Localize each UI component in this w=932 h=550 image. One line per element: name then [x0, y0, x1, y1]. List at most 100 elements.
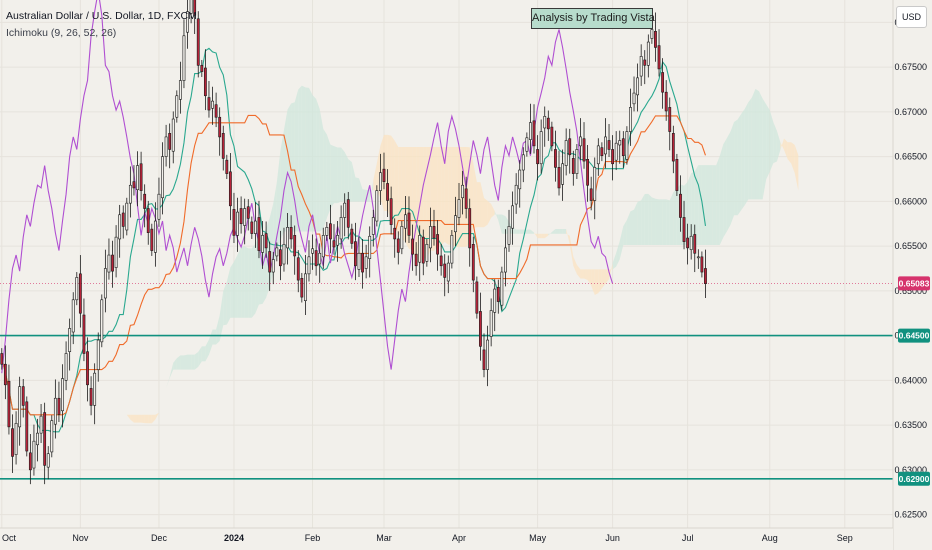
candle-body[interactable]	[475, 281, 479, 314]
candle-body[interactable]	[496, 286, 500, 302]
candle-body[interactable]	[507, 226, 511, 245]
candle-body[interactable]	[25, 401, 29, 452]
candle-body[interactable]	[361, 252, 364, 273]
candle-body[interactable]	[511, 205, 514, 229]
candle-body[interactable]	[586, 158, 590, 186]
candle-body[interactable]	[661, 72, 665, 93]
candle-body[interactable]	[175, 95, 179, 118]
candle-body[interactable]	[482, 349, 486, 370]
candle-body[interactable]	[468, 208, 472, 249]
candle-body[interactable]	[454, 215, 457, 233]
candle-body[interactable]	[689, 235, 693, 250]
candle-body[interactable]	[189, 0, 193, 14]
candle-body[interactable]	[429, 226, 432, 249]
candle-body[interactable]	[100, 299, 104, 343]
candle-body[interactable]	[214, 104, 218, 118]
candle-body[interactable]	[232, 209, 236, 236]
candle-body[interactable]	[593, 167, 597, 201]
candle-body[interactable]	[114, 236, 118, 268]
candle-body[interactable]	[479, 311, 482, 347]
candle-body[interactable]	[243, 208, 247, 226]
candle-body[interactable]	[139, 163, 143, 191]
candle-body[interactable]	[589, 188, 593, 201]
currency-button[interactable]: USD	[896, 6, 927, 28]
candle-body[interactable]	[339, 217, 343, 240]
candle-body[interactable]	[368, 235, 372, 259]
candle-body[interactable]	[664, 91, 668, 112]
candle-body[interactable]	[446, 262, 450, 282]
candle-body[interactable]	[28, 452, 32, 471]
candle-body[interactable]	[182, 35, 186, 81]
candle-body[interactable]	[561, 163, 564, 185]
candle-body[interactable]	[268, 251, 272, 273]
price-axis-panel[interactable]	[893, 0, 932, 550]
candle-body[interactable]	[682, 217, 686, 242]
candle-body[interactable]	[575, 149, 579, 174]
candle-body[interactable]	[171, 118, 175, 152]
candle-body[interactable]	[389, 198, 393, 225]
candle-body[interactable]	[89, 388, 93, 406]
candle-body[interactable]	[354, 241, 357, 267]
candle-body[interactable]	[650, 29, 654, 39]
candle-body[interactable]	[414, 253, 418, 267]
candle-body[interactable]	[464, 188, 468, 209]
candle-body[interactable]	[654, 31, 657, 48]
candle-body[interactable]	[211, 100, 214, 109]
candle-body[interactable]	[61, 378, 64, 412]
candle-body[interactable]	[646, 41, 650, 66]
candle-body[interactable]	[693, 234, 697, 254]
candle-body[interactable]	[596, 145, 600, 165]
candle-body[interactable]	[436, 234, 439, 255]
candle-body[interactable]	[532, 120, 536, 147]
candle-body[interactable]	[253, 220, 257, 234]
candle-body[interactable]	[336, 235, 339, 246]
candle-body[interactable]	[32, 440, 36, 469]
candle-body[interactable]	[357, 252, 361, 270]
candle-body[interactable]	[14, 422, 18, 455]
candle-body[interactable]	[546, 117, 550, 130]
candle-body[interactable]	[639, 56, 643, 77]
candle-body[interactable]	[582, 138, 586, 162]
candle-body[interactable]	[343, 202, 347, 218]
candle-body[interactable]	[286, 227, 289, 249]
candle-body[interactable]	[696, 256, 700, 259]
candle-body[interactable]	[300, 278, 304, 298]
candle-body[interactable]	[518, 169, 522, 190]
candle-body[interactable]	[418, 235, 422, 263]
candle-body[interactable]	[379, 172, 382, 191]
candle-body[interactable]	[161, 156, 164, 199]
candle-body[interactable]	[278, 249, 282, 267]
candle-body[interactable]	[207, 97, 211, 111]
candle-body[interactable]	[218, 116, 222, 138]
candle-body[interactable]	[250, 221, 254, 234]
candle-body[interactable]	[18, 386, 22, 428]
candle-body[interactable]	[121, 212, 125, 227]
candle-body[interactable]	[200, 65, 204, 72]
candle-body[interactable]	[75, 277, 79, 301]
candle-body[interactable]	[132, 181, 136, 189]
candle-body[interactable]	[571, 158, 575, 174]
candle-body[interactable]	[236, 211, 239, 236]
candle-body[interactable]	[303, 273, 307, 301]
candle-body[interactable]	[111, 254, 114, 272]
candle-body[interactable]	[221, 133, 225, 159]
candle-body[interactable]	[314, 250, 318, 267]
candle-body[interactable]	[421, 236, 425, 264]
candle-body[interactable]	[557, 167, 561, 189]
candle-body[interactable]	[118, 214, 122, 240]
candle-body[interactable]	[568, 138, 572, 156]
candle-body[interactable]	[264, 233, 268, 249]
candle-body[interactable]	[36, 432, 39, 446]
candle-body[interactable]	[82, 314, 86, 354]
candle-body[interactable]	[39, 415, 43, 434]
candle-body[interactable]	[321, 235, 325, 258]
candle-body[interactable]	[396, 238, 400, 253]
candle-body[interactable]	[607, 140, 611, 150]
candle-body[interactable]	[543, 116, 547, 129]
candle-body[interactable]	[50, 420, 54, 453]
candle-body[interactable]	[386, 183, 389, 201]
candle-body[interactable]	[246, 206, 250, 219]
candle-body[interactable]	[282, 244, 286, 265]
candle-body[interactable]	[228, 171, 232, 207]
candle-body[interactable]	[404, 214, 407, 229]
